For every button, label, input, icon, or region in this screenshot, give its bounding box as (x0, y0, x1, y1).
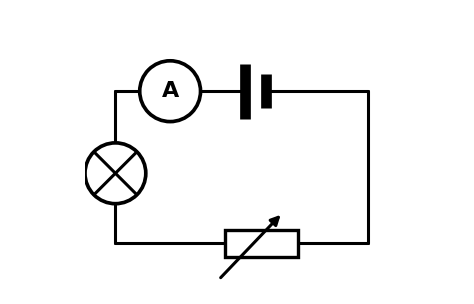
Circle shape (140, 61, 201, 122)
Circle shape (85, 143, 146, 204)
Text: A: A (162, 81, 179, 101)
Bar (225, 230, 298, 257)
